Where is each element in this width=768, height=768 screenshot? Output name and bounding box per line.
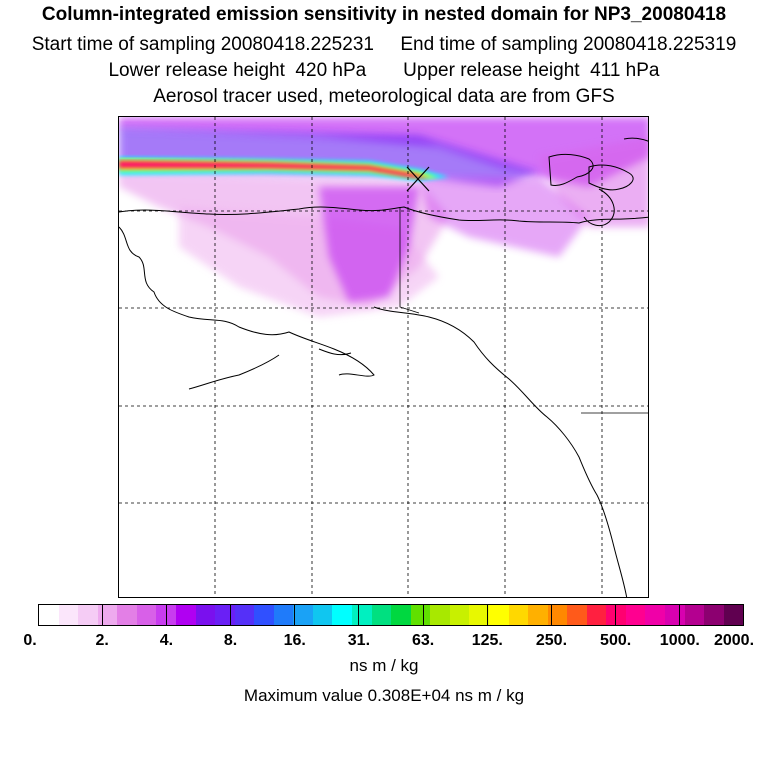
colorbar-cell — [469, 605, 489, 625]
colorbar-cell — [97, 605, 118, 625]
colorbar-cell — [488, 605, 509, 625]
colorbar-label: 125. — [471, 632, 503, 649]
colorbar-cell — [78, 605, 98, 625]
colorbar-cell — [704, 605, 724, 625]
colorbar-label: 1000. — [659, 632, 700, 649]
colorbar-tick — [550, 604, 552, 626]
colorbar-label: 2. — [95, 632, 109, 649]
colorbar-label: 500. — [600, 632, 632, 649]
colorbar-cell — [430, 605, 450, 625]
colorbar-cell — [254, 605, 274, 625]
colorbar-cell — [371, 605, 392, 625]
colorbar-cell — [645, 605, 665, 625]
colorbar-cell — [215, 605, 235, 625]
tracer-info: Aerosol tracer used, meteorological data… — [153, 86, 615, 107]
colorbar-cell — [567, 605, 587, 625]
colorbar-cell — [665, 605, 685, 625]
maximum-value: Maximum value 0.308E+04 ns m / kg — [243, 686, 525, 705]
colorbar-cell — [273, 605, 294, 625]
map-panel — [118, 116, 649, 598]
borders — [399, 207, 648, 414]
colorbar-cell — [352, 605, 372, 625]
colorbar-cell — [332, 605, 352, 625]
colorbar-cell — [234, 605, 255, 625]
colorbar-label: 250. — [535, 632, 568, 649]
colorbar-tick — [486, 604, 488, 626]
colorbar-cell — [508, 605, 529, 625]
colorbar-cell — [684, 605, 705, 625]
colorbar — [38, 604, 744, 626]
colorbar-tick — [422, 604, 424, 626]
colorbar-cell — [410, 605, 431, 625]
colorbar-tick — [679, 604, 681, 626]
colorbar-cell — [175, 605, 196, 625]
colorbar-label: 63. — [411, 632, 435, 649]
colorbar-cell — [723, 605, 744, 625]
colorbar-cell — [449, 605, 470, 625]
colorbar-label: 4. — [159, 632, 174, 649]
colorbar-cell — [293, 605, 313, 625]
colorbar-label: 8. — [223, 632, 238, 649]
colorbar-cell — [547, 605, 568, 625]
colorbar-cell — [58, 605, 79, 625]
colorbar-label: 2000. — [713, 632, 755, 649]
colorbar-cell — [528, 605, 548, 625]
colorbar-label: 0. — [23, 632, 37, 649]
colorbar-cell — [312, 605, 333, 625]
main-title: Column-integrated emission sensitivity i… — [41, 4, 727, 25]
colorbar-tick — [615, 604, 617, 626]
colorbar-cell — [625, 605, 646, 625]
release-heights: Lower release height 420 hPa Upper relea… — [108, 60, 660, 81]
colorbar-cell — [39, 605, 59, 625]
colorbar-tick — [358, 604, 360, 626]
colorbar-tick — [294, 604, 296, 626]
release-point-marker — [406, 166, 430, 192]
colorbar-tick — [101, 604, 103, 626]
sampling-times: Start time of sampling 20080418.225231 E… — [31, 34, 737, 55]
graticule — [119, 117, 648, 597]
colorbar-label: 16. — [283, 632, 306, 649]
colorbar-cell — [195, 605, 216, 625]
colorbar-tick — [230, 604, 232, 626]
colorbar-cell — [117, 605, 137, 625]
colorbar-tick — [165, 604, 167, 626]
colorbar-cell — [586, 605, 607, 625]
colorbar-label: 31. — [347, 632, 371, 649]
map-canvas — [119, 117, 648, 597]
colorbar-cell — [136, 605, 157, 625]
colorbar-cell — [391, 605, 411, 625]
coastlines — [119, 137, 648, 597]
units-label: ns m / kg — [349, 656, 419, 675]
sensitivity-field — [119, 117, 648, 317]
